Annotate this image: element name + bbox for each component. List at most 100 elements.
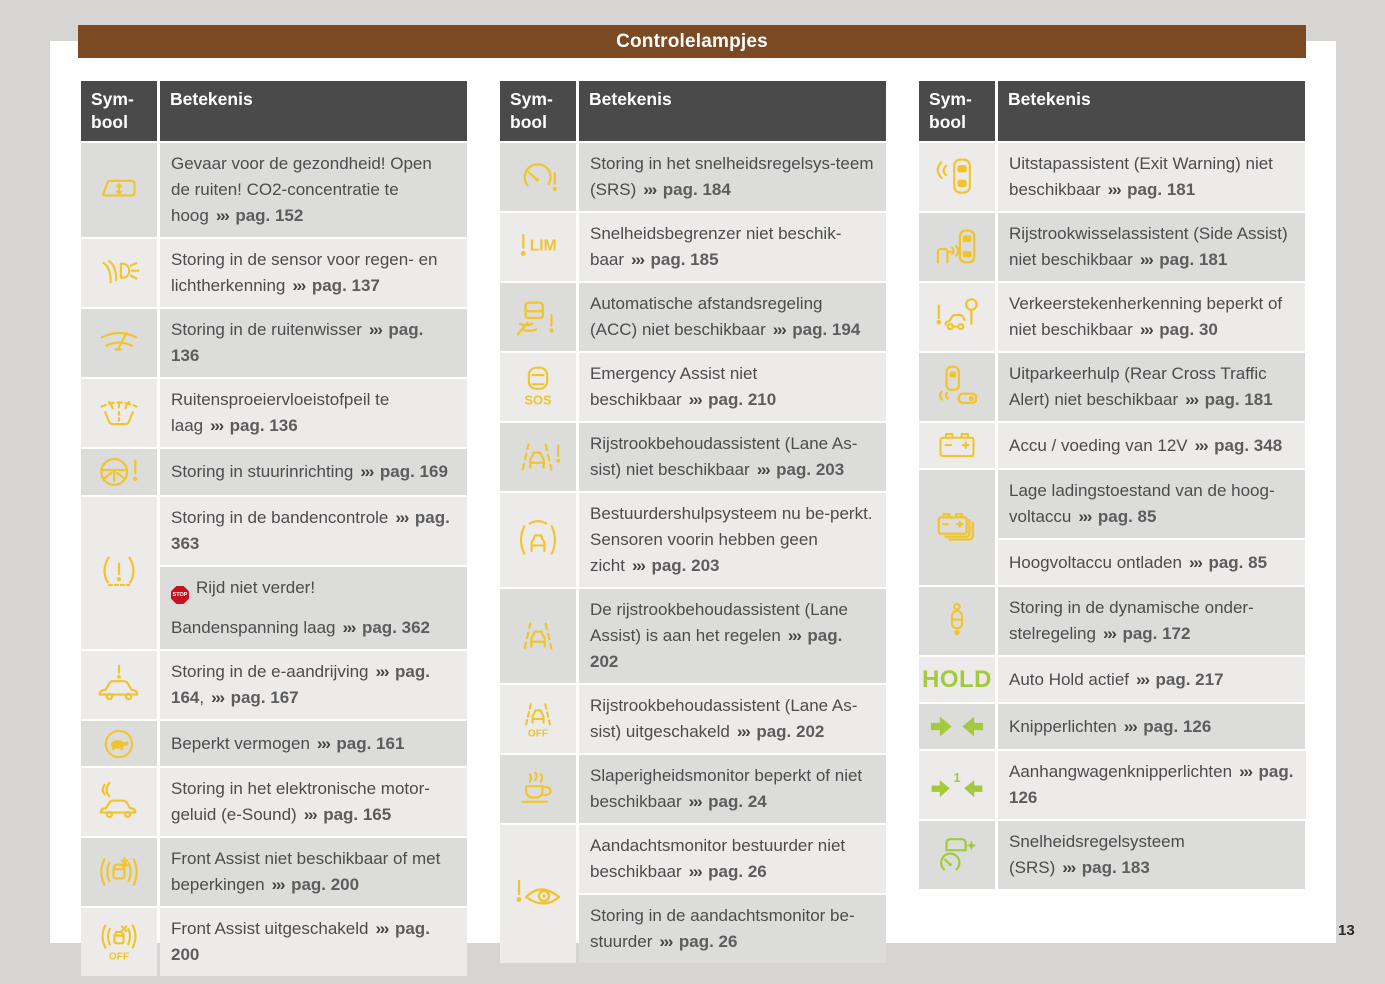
cross-ref-arrows-icon: ››› <box>360 462 374 481</box>
meaning-cell: Uitparkeerhulp (Rear Cross Traffic Alert… <box>998 353 1305 421</box>
table-row: Storing in de bandencontrole ››› pag. 363 S… <box>81 497 467 649</box>
high-voltage-battery-icon <box>919 470 995 585</box>
table-row: Storing in de e-aandrijving ››› pag. 164, ›… <box>81 651 467 719</box>
table-row: Storing in de ruitenwisser ››› pag. 136 <box>81 309 467 377</box>
table-row: Automatische afstandsregeling (ACC) niet… <box>500 283 886 351</box>
cruise-control-warning-icon <box>500 143 576 211</box>
warning-table: Sym-bool Betekenis Gevaar voor de gezondhe… <box>81 81 467 978</box>
meaning-cell: Aandachtsmonitor bestuurder niet beschik… <box>579 825 886 893</box>
cross-ref-arrows-icon: ››› <box>1078 507 1092 526</box>
column-header-betekenis: Betekenis <box>579 81 886 141</box>
table-row: Verkeerstekenherkenning beperkt of niet … <box>919 283 1305 351</box>
front-sensors-blocked-icon <box>500 493 576 587</box>
cross-ref-arrows-icon: ››› <box>316 733 331 753</box>
cross-ref-arrows-icon: ››› <box>631 556 646 575</box>
page-reference: pag. 164 <box>171 662 430 707</box>
meaning-cell: Emergency Assist niet beschikbaar ››› pag.… <box>579 353 886 421</box>
meaning-cell: Aanhangwagenknipperlichten ››› pag. 126 <box>998 751 1306 819</box>
page-reference: pag. 24 <box>708 792 767 811</box>
page-reference: pag. 210 <box>708 390 777 409</box>
column-header-betekenis: Betekenis <box>998 81 1305 141</box>
meaning-cell: Storing in de bandencontrole ››› pag. 363 <box>160 497 467 565</box>
meaning-cell: Lage ladingstoestand van de hoog-voltacc… <box>998 470 1305 538</box>
column-header-symbool: Sym-bool <box>500 81 576 141</box>
page-reference: pag. 200 <box>171 919 430 964</box>
cross-ref-arrows-icon: ››› <box>1139 320 1154 339</box>
table-row: Rijstrookwisselassistent (Side Assist) n… <box>919 213 1305 281</box>
table-row: Rijstrookbehoudassistent (Lane As-sist) … <box>500 423 886 491</box>
table-row: Storing in het elektronische motor-gelui… <box>81 768 467 836</box>
page-reference: pag. 136 <box>229 416 298 435</box>
cross-ref-arrows-icon: ››› <box>1107 180 1122 199</box>
meaning-cell: Knipperlichten ››› pag. 126 <box>998 704 1305 749</box>
meaning-cell: Storing in de e-aandrijving ››› pag. 164, ›… <box>160 651 467 719</box>
warning-lights-tables: Sym-bool Betekenis Gevaar voor de gezondhe… <box>81 81 1306 978</box>
page-reference: pag. 169 <box>379 462 448 481</box>
cross-ref-arrows-icon: ››› <box>210 416 224 435</box>
reduced-power-turtle-icon <box>81 721 157 766</box>
battery-12v-icon <box>919 423 995 468</box>
page-title-bar: Controlelampjes <box>78 25 1306 58</box>
cruise-control-active-icon <box>919 821 995 889</box>
column-header-betekenis: Betekenis <box>160 81 467 141</box>
page-reference: pag. 217 <box>1155 669 1224 689</box>
page-reference: pag. 362 <box>361 618 431 637</box>
page-reference: pag. 348 <box>1214 435 1283 455</box>
page-reference: pag. 85 <box>1097 507 1157 526</box>
table-row: Aandachtsmonitor bestuurder niet beschik… <box>500 825 886 963</box>
steering-warning-icon <box>81 449 157 495</box>
page-reference: pag. 181 <box>1159 250 1228 269</box>
table-row: Uitparkeerhulp (Rear Cross Traffic Alert… <box>919 353 1305 421</box>
cross-ref-arrows-icon: ››› <box>342 618 356 637</box>
front-assist-icon <box>81 838 157 906</box>
cross-ref-arrows-icon: ››› <box>1185 390 1199 409</box>
svg-text:OFF: OFF <box>528 728 548 739</box>
cross-ref-arrows-icon: ››› <box>1139 250 1154 269</box>
trailer-turn-signals-icon: 1 <box>919 751 995 819</box>
page-reference: pag. 181 <box>1127 180 1196 199</box>
meaning-cell: Gevaar voor de gezondheid! Open de ruite… <box>160 143 467 237</box>
meaning-cell: Slaperigheidsmonitor beperkt of niet bes… <box>579 755 886 823</box>
table-row: 1 Aanhangwagenknipperlichten ››› pag. 126 <box>919 751 1306 819</box>
attention-monitor-icon <box>500 825 576 963</box>
table-row: OFF Rijstrookbehoudassistent (Lane As-sis… <box>500 685 886 753</box>
washer-fluid-icon <box>81 379 157 447</box>
cross-ref-arrows-icon: ››› <box>1136 669 1150 689</box>
meaning-cell: Uitstapassistent (Exit Warning) niet bes… <box>998 143 1305 211</box>
table-row: Storing in de dynamische onder-stelregel… <box>919 587 1305 655</box>
cross-ref-arrows-icon: ››› <box>375 662 390 681</box>
manual-page: Controlelampjes Sym-bool Betekenis Gevaar … <box>50 25 1336 976</box>
meaning-cell: Storing in de ruitenwisser ››› pag. 136 <box>160 309 467 377</box>
table-row: Snelheidsregelsysteem (SRS) ››› pag. 183 <box>919 821 1305 889</box>
meaning-cell: Ruitensproeiervloeistofpeil te laag ››› pa… <box>160 379 467 447</box>
cross-ref-arrows-icon: ››› <box>787 626 802 645</box>
svg-text:LIM: LIM <box>530 238 557 255</box>
page-reference: pag. 26 <box>678 932 738 951</box>
table-row: Bestuurdershulpsysteem nu be-perkt. Sens… <box>500 493 886 587</box>
meaning-cell: Rijstrookbehoudassistent (Lane As-sist) … <box>579 423 886 491</box>
svg-text:OFF: OFF <box>109 951 129 962</box>
co2-window-icon <box>81 143 157 237</box>
page-reference: pag. 167 <box>230 688 299 707</box>
cross-ref-arrows-icon: ››› <box>1194 435 1209 455</box>
page-reference: pag. 137 <box>311 276 380 295</box>
cross-ref-arrows-icon: ››› <box>1062 858 1076 877</box>
exit-warning-icon <box>919 143 995 211</box>
page-reference: pag. 183 <box>1081 858 1150 877</box>
page-number: 13 <box>1338 922 1355 939</box>
drowsiness-monitor-icon <box>500 755 576 823</box>
table-row: Storing in stuurinrichting ››› pag. 169 <box>81 449 467 495</box>
cross-ref-arrows-icon: ››› <box>375 919 389 938</box>
cross-ref-arrows-icon: ››› <box>1123 716 1138 736</box>
meaning-cell: Hoogvoltaccu ontladen ››› pag. 85 <box>998 540 1305 585</box>
meaning-cell: Bestuurdershulpsysteem nu be-perkt. Sens… <box>579 493 886 587</box>
page-reference: pag. 363 <box>171 508 450 553</box>
cross-ref-arrows-icon: ››› <box>215 206 230 225</box>
meaning-cell: Storing in het snelheidsregelsys-teem (S… <box>579 143 886 211</box>
page-reference: pag. 126 <box>1009 762 1294 807</box>
speed-limiter-icon: LIM <box>500 213 576 281</box>
svg-text:SOS: SOS <box>524 392 552 407</box>
wiper-icon <box>81 309 157 377</box>
table-row: Ruitensproeiervloeistofpeil te laag ››› pa… <box>81 379 467 447</box>
page-reference: pag. 203 <box>776 460 845 479</box>
